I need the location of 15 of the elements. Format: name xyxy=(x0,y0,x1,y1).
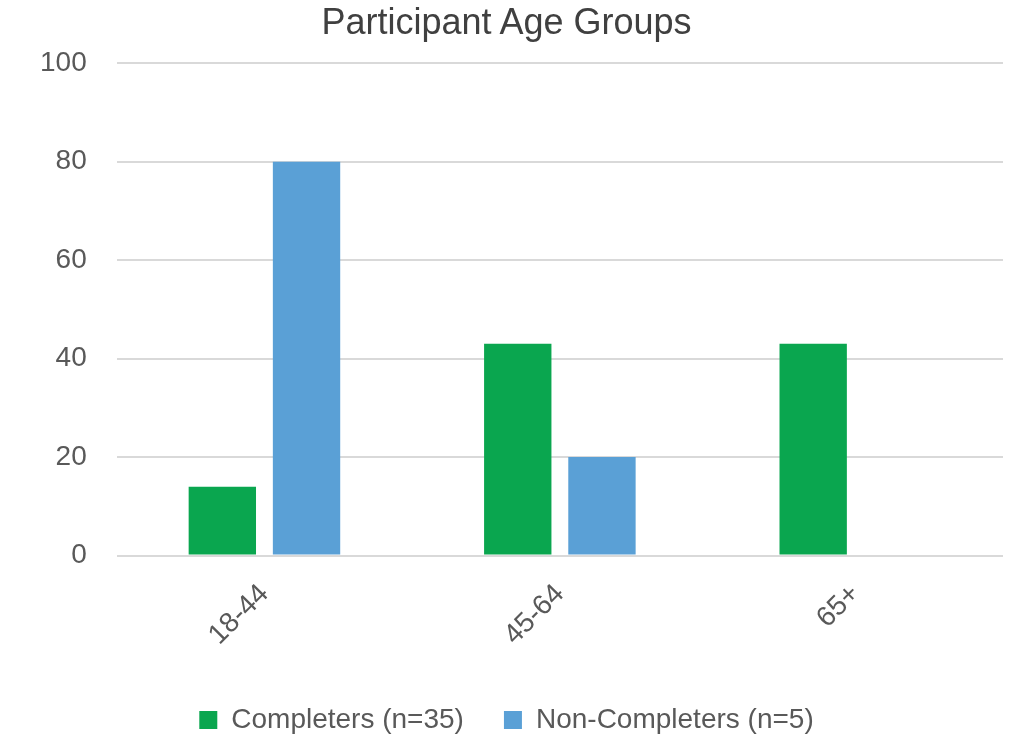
y-tick-label: 60 xyxy=(55,242,87,274)
y-tick-label: 20 xyxy=(55,439,87,471)
bar xyxy=(568,457,636,555)
y-tick-label: 80 xyxy=(55,144,87,176)
chart-title: Participant Age Groups xyxy=(321,0,692,42)
bar xyxy=(484,343,552,555)
x-tick-label: 65+ xyxy=(809,577,865,633)
legend-label: Non-Completers (n=5) xyxy=(535,702,814,734)
y-tick-label: 0 xyxy=(71,538,87,570)
bar xyxy=(188,486,257,555)
bar xyxy=(779,343,847,555)
y-tick-label: 100 xyxy=(40,45,87,77)
y-tick-label: 40 xyxy=(55,341,87,373)
legend-label: Completers (n=35) xyxy=(231,702,464,734)
bar xyxy=(272,161,341,555)
